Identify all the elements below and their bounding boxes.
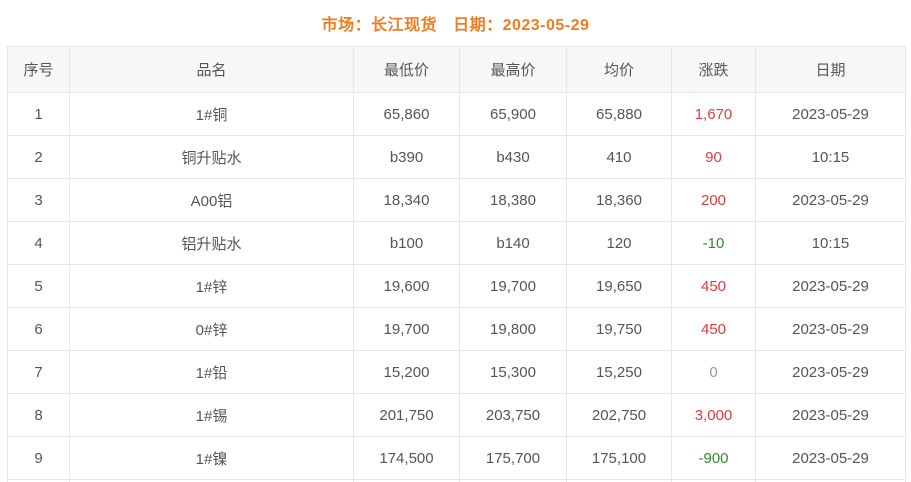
highest-price-cell: 15,300	[459, 350, 567, 394]
header-average-price: 均价	[566, 46, 672, 93]
header-serial-number: 序号	[7, 46, 70, 93]
table-row[interactable]: 8 1#锡 201,750 203,750 202,750 3,000 2023…	[7, 393, 906, 437]
serial-number-cell: 9	[7, 436, 70, 480]
empty-cell	[755, 479, 906, 482]
date-cell: 2023-05-29	[755, 264, 906, 308]
change-cell: 450	[671, 264, 756, 308]
product-name-cell: 铜升贴水	[69, 135, 354, 179]
serial-number-cell: 6	[7, 307, 70, 351]
date-cell: 2023-05-29	[755, 436, 906, 480]
change-cell: 0	[671, 350, 756, 394]
table-row[interactable]: 5 1#锌 19,600 19,700 19,650 450 2023-05-2…	[7, 264, 906, 308]
lowest-price-cell: 15,200	[353, 350, 460, 394]
product-name-cell: 1#锡	[69, 393, 354, 437]
change-cell: 450	[671, 307, 756, 351]
lowest-price-cell: 18,340	[353, 178, 460, 222]
header-lowest-price: 最低价	[353, 46, 460, 93]
table-row[interactable]: 6 0#锌 19,700 19,800 19,750 450 2023-05-2…	[7, 307, 906, 351]
lowest-price-cell: 201,750	[353, 393, 460, 437]
highest-price-cell: b430	[459, 135, 567, 179]
serial-number-cell: 7	[7, 350, 70, 394]
average-price-cell: 19,650	[566, 264, 672, 308]
highest-price-cell: 65,900	[459, 92, 567, 136]
change-cell: -900	[671, 436, 756, 480]
lowest-price-cell: 65,860	[353, 92, 460, 136]
date-cell: 2023-05-29	[755, 92, 906, 136]
table-row[interactable]: 3 A00铝 18,340 18,380 18,360 200 2023-05-…	[7, 178, 906, 222]
serial-number-cell: 1	[7, 92, 70, 136]
header-date: 日期	[755, 46, 906, 93]
date-cell: 2023-05-29	[755, 178, 906, 222]
serial-number-cell: 3	[7, 178, 70, 222]
date-cell: 2023-05-29	[755, 307, 906, 351]
change-cell: 3,000	[671, 393, 756, 437]
date-label: 日期：2023-05-29	[453, 17, 590, 34]
product-name-cell: 1#铜	[69, 92, 354, 136]
page-title: 市场：长江现货 日期：2023-05-29	[0, 0, 911, 46]
table-row[interactable]: 1 1#铜 65,860 65,900 65,880 1,670 2023-05…	[7, 92, 906, 136]
average-price-cell: 120	[566, 221, 672, 265]
change-cell: 200	[671, 178, 756, 222]
lowest-price-cell: 19,600	[353, 264, 460, 308]
average-price-cell: 175,100	[566, 436, 672, 480]
highest-price-cell: 203,750	[459, 393, 567, 437]
table-body: 1 1#铜 65,860 65,900 65,880 1,670 2023-05…	[7, 92, 906, 482]
table-row[interactable]: 7 1#铅 15,200 15,300 15,250 0 2023-05-29	[7, 350, 906, 394]
lowest-price-cell: 174,500	[353, 436, 460, 480]
product-name-cell: 0#锌	[69, 307, 354, 351]
table-row[interactable]: 9 1#镍 174,500 175,700 175,100 -900 2023-…	[7, 436, 906, 480]
date-cell: 2023-05-29	[755, 393, 906, 437]
highest-price-cell: 19,700	[459, 264, 567, 308]
date-cell: 10:15	[755, 135, 906, 179]
lowest-price-cell: b100	[353, 221, 460, 265]
price-table: 序号 品名 最低价 最高价 均价 涨跌 日期 1 1#铜 65,860 65,9…	[7, 46, 906, 482]
product-name-cell: 1#镍	[69, 436, 354, 480]
table-row[interactable]: 4 铝升贴水 b100 b140 120 -10 10:15	[7, 221, 906, 265]
serial-number-cell: 2	[7, 135, 70, 179]
product-name-cell: 铝升贴水	[69, 221, 354, 265]
header-change: 涨跌	[671, 46, 756, 93]
highest-price-cell: 18,380	[459, 178, 567, 222]
highest-price-cell: 19,800	[459, 307, 567, 351]
average-price-cell: 202,750	[566, 393, 672, 437]
serial-number-cell: 5	[7, 264, 70, 308]
table-row[interactable]: 2 铜升贴水 b390 b430 410 90 10:15	[7, 135, 906, 179]
highest-price-cell: b140	[459, 221, 567, 265]
product-name-cell: A00铝	[69, 178, 354, 222]
lowest-price-cell: b390	[353, 135, 460, 179]
highest-price-cell: 175,700	[459, 436, 567, 480]
date-cell: 2023-05-29	[755, 350, 906, 394]
average-price-cell: 15,250	[566, 350, 672, 394]
table-row-partial	[7, 479, 906, 482]
table-header-row: 序号 品名 最低价 最高价 均价 涨跌 日期	[7, 46, 906, 93]
date-cell: 10:15	[755, 221, 906, 265]
market-label: 市场：长江现货	[321, 17, 438, 34]
change-cell: 90	[671, 135, 756, 179]
product-name-cell: 1#铅	[69, 350, 354, 394]
serial-number-cell: 8	[7, 393, 70, 437]
header-product-name: 品名	[69, 46, 354, 93]
lowest-price-cell: 19,700	[353, 307, 460, 351]
serial-number-cell: 4	[7, 221, 70, 265]
average-price-cell: 65,880	[566, 92, 672, 136]
average-price-cell: 19,750	[566, 307, 672, 351]
average-price-cell: 18,360	[566, 178, 672, 222]
average-price-cell: 410	[566, 135, 672, 179]
product-name-cell: 1#锌	[69, 264, 354, 308]
change-cell: 1,670	[671, 92, 756, 136]
change-cell: -10	[671, 221, 756, 265]
header-highest-price: 最高价	[459, 46, 567, 93]
